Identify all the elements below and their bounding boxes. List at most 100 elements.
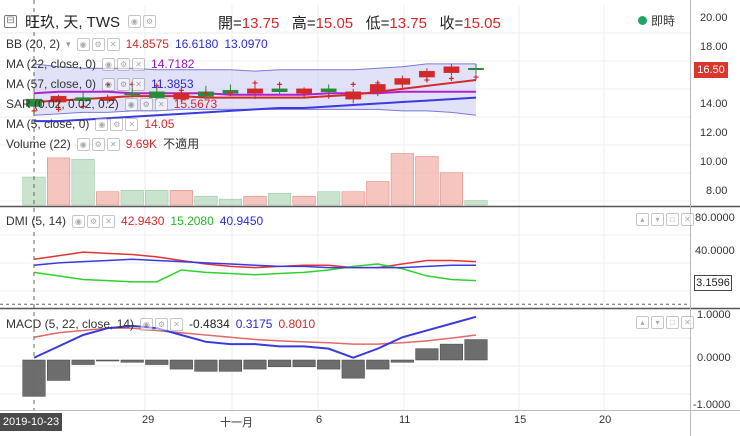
legend-bb-v2: 16.6180 xyxy=(174,37,219,51)
legend-sar-name: SAR (0.02, 0.02, 0.2) xyxy=(6,97,119,111)
price-tick: 20.00 xyxy=(700,12,728,24)
close-icon[interactable]: ✕ xyxy=(132,77,146,91)
eye-icon[interactable]: ◉ xyxy=(72,214,86,228)
macd-tick: 1.0000 xyxy=(697,309,731,321)
volume-bar xyxy=(292,195,316,206)
dmi-tick: 40.0000 xyxy=(695,245,735,257)
legend-ma57-name: MA (57, close, 0) xyxy=(6,77,97,91)
close-icon[interactable]: ✕ xyxy=(681,316,694,329)
move-down-icon[interactable]: ▾ xyxy=(651,316,664,329)
legend-macd[interactable]: MACD (5, 22, close, 14) ◉ ⚙ ✕ -0.4834 0.31… xyxy=(6,316,315,332)
eye-icon[interactable]: ◉ xyxy=(102,57,116,71)
sar-marker xyxy=(375,80,381,86)
candle-body xyxy=(345,91,362,100)
maximize-icon[interactable]: □ xyxy=(666,316,679,329)
sar-marker xyxy=(399,80,405,86)
close-icon[interactable]: ✕ xyxy=(681,213,694,226)
move-up-icon[interactable]: ▴ xyxy=(636,213,649,226)
eye-icon[interactable]: ◉ xyxy=(95,117,109,131)
eye-icon[interactable]: ◉ xyxy=(76,37,90,51)
x-tick: 十一月 xyxy=(220,417,253,429)
x-tick: 6 xyxy=(316,414,323,426)
sar-marker xyxy=(473,74,479,80)
dmi-tick: 80.0000 xyxy=(695,212,735,224)
candle-body xyxy=(369,84,386,93)
macd-hist-bar xyxy=(366,359,390,370)
volume-bar xyxy=(169,190,193,206)
candle-body xyxy=(443,66,460,73)
legend-bb[interactable]: BB (20, 2) ▾ ◉ ⚙ ✕ 14.8575 16.6180 13.0970 xyxy=(6,36,268,52)
candle-body xyxy=(99,97,116,101)
macd-hist-bar xyxy=(71,359,95,365)
volume-bar xyxy=(96,191,120,206)
move-up-icon[interactable]: ▴ xyxy=(636,316,649,329)
volume-bar xyxy=(341,191,365,206)
legend-ma5[interactable]: MA (5, close, 0) ◉ ⚙ ✕ 14.05 xyxy=(6,116,174,132)
maximize-icon[interactable]: □ xyxy=(666,213,679,226)
close-icon[interactable]: ✕ xyxy=(132,57,146,71)
macd-hist-bar xyxy=(120,359,144,363)
realtime-label: 即時 xyxy=(651,14,676,28)
legend-ma5-v1: 14.05 xyxy=(144,117,175,131)
volume-bar xyxy=(145,190,169,206)
chart-header: ⊟ 旺玖, 天, TWS ◉ ⚙ xyxy=(4,11,156,32)
close-icon[interactable]: ✕ xyxy=(106,37,120,51)
eye-icon[interactable]: ◉ xyxy=(128,15,141,28)
close-icon[interactable]: ✕ xyxy=(154,97,168,111)
eye-icon[interactable]: ◉ xyxy=(76,137,90,151)
close-icon[interactable]: ✕ xyxy=(102,214,116,228)
macd-hist-bar xyxy=(317,359,341,370)
volume-bar xyxy=(218,198,242,206)
legend-volume[interactable]: Volume (22) ◉ ⚙ ✕ 9.69K 不適用 xyxy=(6,136,199,152)
price-tick: 8.00 xyxy=(706,185,728,197)
sar-marker xyxy=(424,77,430,83)
settings-icon[interactable]: ⚙ xyxy=(139,97,153,111)
close-value: 15.05 xyxy=(463,15,501,32)
settings-icon[interactable]: ⚙ xyxy=(110,117,124,131)
close-icon[interactable]: ✕ xyxy=(106,137,120,151)
sar-marker xyxy=(301,90,307,96)
chevron-down-icon[interactable]: ▾ xyxy=(66,39,71,49)
legend-sar-v1: 15.5673 xyxy=(173,97,218,111)
close-icon[interactable]: ✕ xyxy=(125,117,139,131)
high-value: 15.05 xyxy=(315,15,354,32)
legend-dmi[interactable]: DMI (5, 14) ◉ ⚙ ✕ 42.9430 15.2080 40.9450 xyxy=(6,213,263,229)
realtime-indicator[interactable]: 即時 xyxy=(638,12,675,29)
dmi-minus-line xyxy=(33,263,477,283)
settings-icon[interactable]: ⚙ xyxy=(155,317,169,331)
collapse-icon[interactable]: ⊟ xyxy=(4,15,17,28)
macd-hist-bar xyxy=(464,339,488,361)
eye-icon[interactable]: ◉ xyxy=(124,97,138,111)
open-label: 開= xyxy=(218,15,242,32)
legend-ma57[interactable]: MA (57, close, 0) ◉ ⚙ ✕ 11.3853 xyxy=(6,76,194,92)
settings-icon[interactable]: ⚙ xyxy=(91,137,105,151)
settings-icon[interactable]: ⚙ xyxy=(91,37,105,51)
close-label: 收= xyxy=(439,15,464,32)
settings-icon[interactable]: ⚙ xyxy=(143,15,156,28)
legend-sar[interactable]: SAR (0.02, 0.02, 0.2) ◉ ⚙ ✕ 15.5673 xyxy=(6,96,217,112)
cursor-date-tag: 2019-10-23 xyxy=(0,413,62,431)
settings-icon[interactable]: ⚙ xyxy=(117,77,131,91)
volume-bar xyxy=(439,172,463,206)
symbol-title[interactable]: 旺玖, 天, TWS xyxy=(25,14,120,31)
legend-dmi-v1: 42.9430 xyxy=(121,214,165,228)
candle-body xyxy=(468,67,484,70)
eye-icon[interactable]: ◉ xyxy=(140,317,154,331)
sar-marker xyxy=(448,76,454,82)
legend-ma22-v1: 14.7182 xyxy=(151,57,195,71)
eye-icon[interactable]: ◉ xyxy=(102,77,116,91)
legend-ma22[interactable]: MA (22, close, 0) ◉ ⚙ ✕ 14.7182 xyxy=(6,56,194,72)
price-tick: 14.00 xyxy=(700,98,728,110)
sar-marker xyxy=(80,103,86,109)
settings-icon[interactable]: ⚙ xyxy=(87,214,101,228)
macd-hist-bar xyxy=(390,359,414,363)
sar-marker xyxy=(203,90,209,96)
candle-body xyxy=(173,92,190,100)
dmi-adx-line xyxy=(33,258,476,269)
volume-bar xyxy=(366,181,390,206)
settings-icon[interactable]: ⚙ xyxy=(117,57,131,71)
ohlc-readout: 開=13.75 高=15.05 低=13.75 收=15.05 xyxy=(218,12,501,33)
move-down-icon[interactable]: ▾ xyxy=(651,213,664,226)
close-icon[interactable]: ✕ xyxy=(170,317,184,331)
high-label: 高= xyxy=(291,15,316,32)
